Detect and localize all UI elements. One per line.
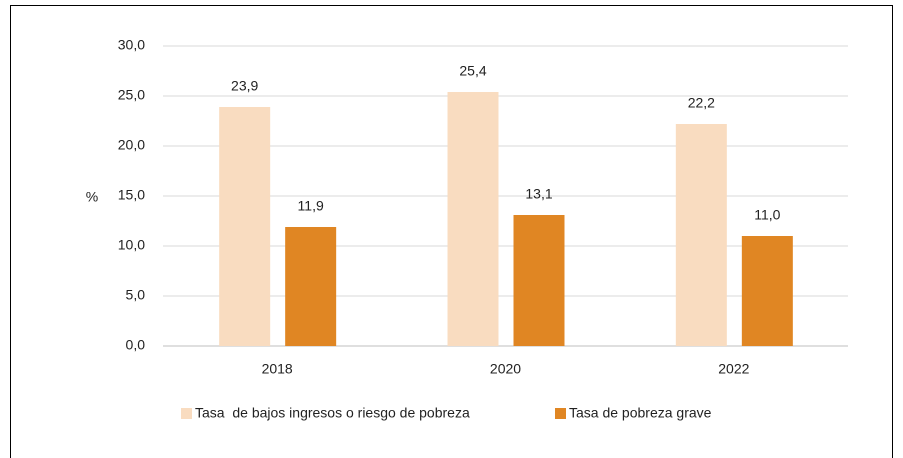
y-tick-label: 20,0: [118, 137, 145, 153]
x-tick-label: 2020: [490, 361, 521, 377]
bar: [447, 92, 499, 346]
data-label: 11,9: [298, 198, 324, 214]
frame: [10, 5, 893, 458]
x-tick-label: 2018: [262, 361, 293, 377]
y-tick-label: 5,0: [126, 287, 146, 303]
bar: [675, 124, 727, 346]
data-label: 11,0: [754, 207, 780, 223]
legend-swatch: [555, 408, 566, 419]
y-axis-label: %: [86, 189, 98, 205]
data-label: 25,4: [459, 63, 486, 79]
legend-label: Tasa de pobreza grave: [569, 405, 712, 421]
legend-swatch: [181, 408, 192, 419]
y-tick-label: 30,0: [118, 37, 145, 53]
y-tick-label: 0,0: [126, 337, 146, 353]
y-tick-label: 10,0: [118, 237, 145, 253]
bar: [219, 107, 271, 346]
legend-label: Tasa de bajos ingresos o riesgo de pobre…: [195, 405, 470, 421]
data-label: 13,1: [525, 186, 552, 202]
bar: [513, 215, 565, 346]
data-label: 22,2: [688, 95, 715, 111]
data-label: 23,9: [231, 78, 258, 94]
y-tick-label: 15,0: [118, 187, 145, 203]
y-tick-label: 25,0: [118, 87, 145, 103]
bar: [285, 227, 337, 346]
bar: [741, 236, 793, 346]
x-tick-label: 2022: [718, 361, 749, 377]
